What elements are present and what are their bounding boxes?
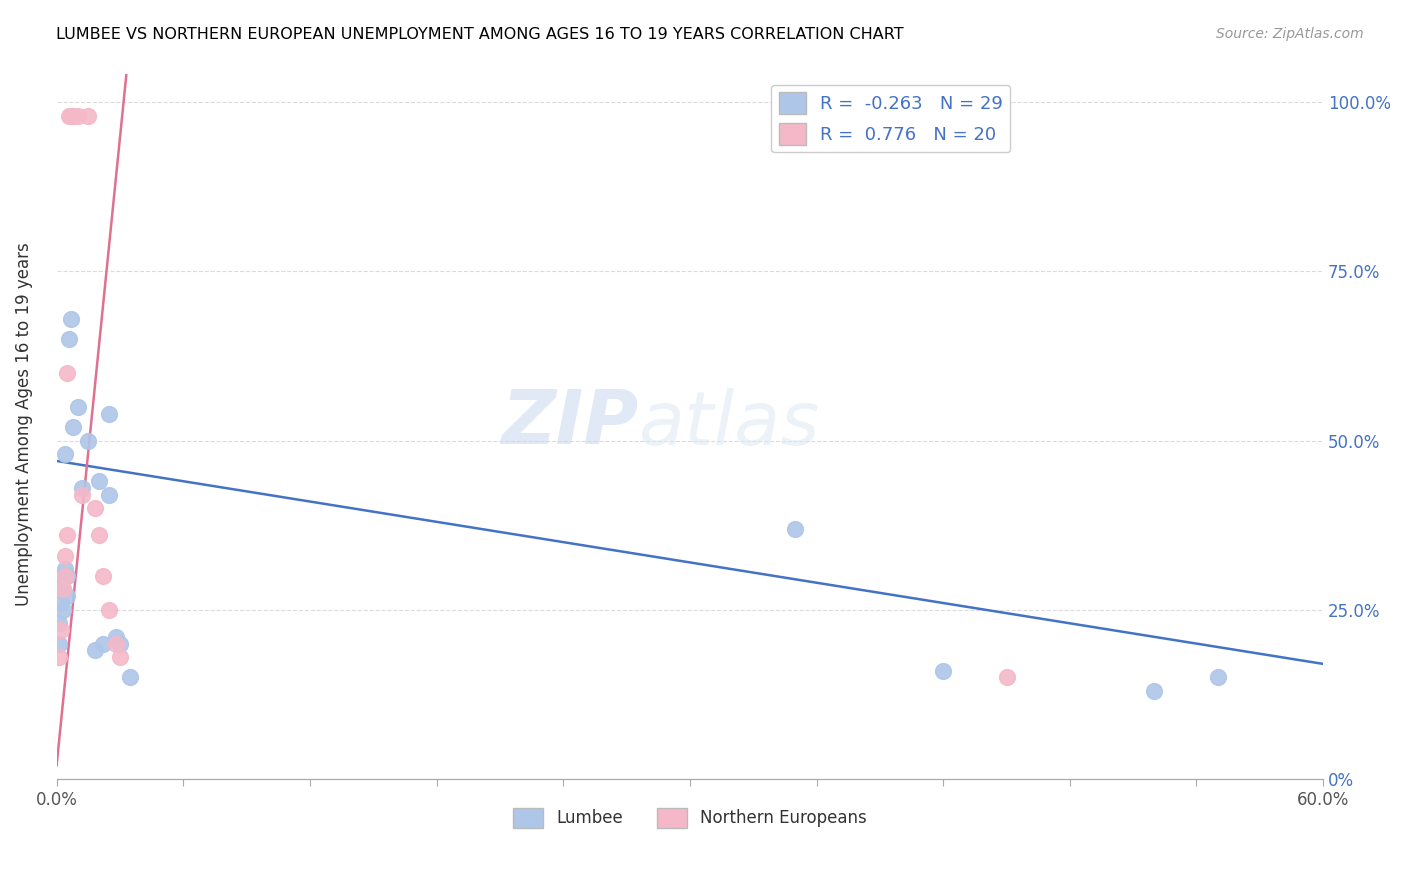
Point [108,650,131,665]
Point [49,623,72,637]
Point [62,420,84,434]
Point [66,400,89,414]
Point [932,664,955,678]
Point [53,569,76,583]
Point [48,616,70,631]
Point [58,109,80,123]
Point [98,407,121,421]
Point [995,670,1018,684]
Point [77,109,100,123]
Point [104,637,127,651]
Point [87,528,110,542]
Point [49,596,72,610]
Point [785,522,807,536]
Text: atlas: atlas [640,388,821,459]
Point [98,488,121,502]
Point [87,474,110,488]
Point [104,630,127,644]
Point [83,643,105,657]
Point [83,501,105,516]
Point [56,569,79,583]
Point [66,109,89,123]
Point [70,481,93,495]
Point [60,311,83,326]
Point [58,332,80,346]
Point [108,637,131,651]
Point [48,637,70,651]
Point [91,569,114,583]
Point [49,575,72,590]
Point [60,109,83,123]
Point [53,562,76,576]
Point [52,603,75,617]
Point [56,366,79,380]
Y-axis label: Unemployment Among Ages 16 to 19 years: Unemployment Among Ages 16 to 19 years [15,242,32,606]
Point [56,589,79,603]
Point [1206,670,1229,684]
Point [53,549,76,563]
Point [52,582,75,597]
Point [52,569,75,583]
Text: Source: ZipAtlas.com: Source: ZipAtlas.com [1216,27,1364,41]
Point [91,637,114,651]
Point [52,582,75,597]
Text: LUMBEE VS NORTHERN EUROPEAN UNEMPLOYMENT AMONG AGES 16 TO 19 YEARS CORRELATION C: LUMBEE VS NORTHERN EUROPEAN UNEMPLOYMENT… [56,27,904,42]
Point [53,447,76,461]
Point [77,434,100,448]
Point [62,109,84,123]
Text: ZIP: ZIP [502,387,640,460]
Legend: Lumbee, Northern Europeans: Lumbee, Northern Europeans [506,801,873,835]
Point [1143,684,1166,698]
Point [120,670,142,684]
Point [56,528,79,542]
Point [48,650,70,665]
Point [70,488,93,502]
Point [98,603,121,617]
